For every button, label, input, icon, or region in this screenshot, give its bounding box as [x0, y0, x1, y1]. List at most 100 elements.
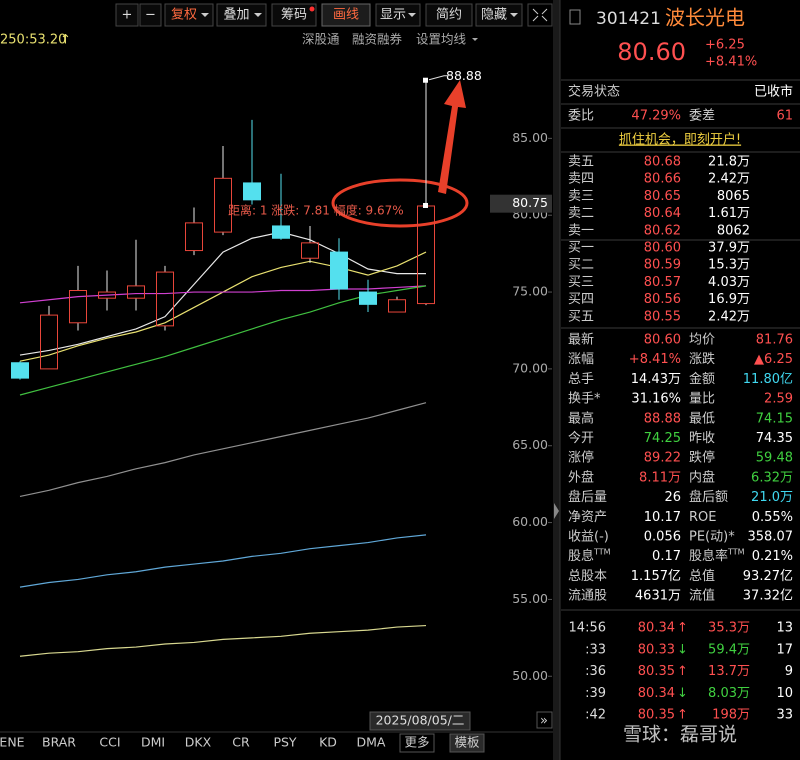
ma-line: [19, 285, 427, 304]
indicator-tab[interactable]: ENE: [0, 735, 25, 750]
y-tick-label: 70.00: [512, 360, 548, 375]
book-price: 80.66: [644, 172, 681, 187]
toolbar-label: 筹码: [281, 7, 307, 23]
fullscreen-icon: [532, 8, 548, 22]
book-label: 卖二: [568, 206, 594, 221]
book-price: 80.65: [644, 189, 681, 204]
stat-label: ROE: [689, 510, 716, 525]
toolbar-label: 叠加: [223, 8, 249, 23]
book-price: 80.68: [644, 155, 681, 170]
book-price: 80.57: [644, 275, 681, 290]
tab-box[interactable]: [399, 733, 435, 753]
chart-link[interactable]: 设置均线: [416, 32, 467, 47]
indicator-tab[interactable]: DKX: [185, 735, 212, 750]
scroll-right-button[interactable]: [536, 711, 553, 729]
current-price: 80.75: [512, 195, 548, 210]
toolbar-button[interactable]: [475, 3, 523, 27]
book-volume: 4.03万: [708, 275, 750, 290]
dropdown-caret: [201, 13, 209, 17]
stat-label: 流通股: [568, 589, 607, 604]
tick-price: 80.33: [638, 642, 675, 657]
tick-count: 13: [776, 621, 793, 636]
tick-time: :39: [585, 686, 606, 701]
cursor-date: 2025/08/05/二: [376, 713, 465, 728]
stat-label-sup: TTM: [593, 547, 611, 556]
stat-label: 收益(-): [568, 530, 609, 545]
tab-box[interactable]: [449, 733, 485, 753]
y-tick-label: 65.00: [512, 437, 548, 452]
candle-body: [40, 314, 58, 370]
candle-body: [69, 290, 87, 324]
candle-body: [11, 362, 29, 379]
chart-link[interactable]: 深股通: [302, 32, 340, 47]
tick-arrow: ↑: [677, 621, 688, 636]
stat-value: 21.0万: [751, 490, 793, 505]
toolbar-button[interactable]: [321, 3, 371, 27]
book-label: 买一: [568, 241, 594, 256]
indicator-tab[interactable]: CCI: [99, 735, 120, 750]
promo-link[interactable]: 抓住机会，即刻开户!: [619, 132, 741, 148]
y-tick-label: 50.00: [512, 668, 548, 683]
stock-name: 波长光电: [665, 6, 745, 30]
stat-value: +8.41%: [629, 352, 681, 367]
ma-arrow: ↑: [60, 33, 71, 48]
stat-label: 内盘: [689, 469, 715, 485]
indicator-tab[interactable]: 更多: [404, 735, 429, 750]
stat-value: 93.27亿: [743, 569, 793, 584]
book-volume: 2.42万: [708, 172, 750, 187]
toolbar-button[interactable]: [375, 3, 421, 27]
tick-arrow: ↓: [677, 642, 688, 657]
diff-label: 委差: [689, 109, 715, 124]
splitter-handle[interactable]: [554, 503, 559, 519]
toolbar-button[interactable]: [139, 3, 162, 27]
dropdown-caret: [510, 13, 518, 17]
candle-body: [243, 182, 261, 201]
indicator-tab[interactable]: CR: [232, 735, 250, 750]
candle-body: [359, 291, 377, 305]
last-price: 80.60: [617, 38, 686, 66]
candle-body: [272, 225, 290, 239]
toolbar-button[interactable]: [115, 3, 139, 27]
toolbar-button[interactable]: [164, 3, 214, 27]
indicator-tab[interactable]: KD: [319, 735, 337, 750]
stock-code: 301421: [596, 9, 661, 29]
indicator-tab[interactable]: BRAR: [42, 735, 76, 750]
candle-body: [98, 291, 116, 299]
tick-count: 9: [785, 664, 793, 679]
book-label: 买二: [568, 258, 594, 273]
stat-value: 0.21%: [752, 549, 793, 564]
dropdown-caret: [408, 13, 416, 17]
tick-price: 80.34: [638, 686, 675, 701]
indicator-tab[interactable]: PSY: [273, 735, 296, 750]
candle-body: [156, 271, 174, 327]
book-label: 买三: [568, 275, 594, 290]
stat-label: 流值: [689, 588, 715, 604]
stat-value: 2.59: [764, 392, 793, 407]
stat-value: 81.76: [756, 333, 793, 348]
ma-line: [19, 624, 427, 657]
book-price: 80.62: [644, 223, 681, 238]
fullscreen-button[interactable]: [527, 3, 553, 27]
toolbar-button[interactable]: [216, 3, 267, 27]
stat-value: 8.11万: [639, 470, 681, 485]
close-marker: [423, 202, 428, 208]
stat-label: 涨跌: [689, 351, 715, 367]
indicator-tab[interactable]: 模板: [454, 735, 480, 750]
tick-count: 33: [776, 708, 793, 723]
indicator-tab[interactable]: DMI: [141, 735, 165, 750]
toolbar-button[interactable]: [271, 3, 317, 27]
toolbar-button[interactable]: [425, 3, 473, 27]
highlight-ellipse: [331, 178, 469, 228]
stat-value: 6.32万: [751, 470, 793, 485]
y-tick-label: 85.00: [512, 130, 548, 145]
indicator-tab[interactable]: DMA: [357, 735, 386, 750]
chart-link[interactable]: 融资融券: [352, 32, 403, 47]
change: +6.25: [705, 38, 745, 53]
ma-line: [19, 402, 427, 498]
dropdown-caret: [472, 38, 478, 41]
book-volume: 2.42万: [708, 309, 750, 324]
book-label: 卖五: [568, 155, 594, 170]
stat-label: 均价: [689, 333, 715, 348]
toolbar-label: −: [145, 8, 156, 23]
tick-time: :36: [585, 664, 606, 679]
